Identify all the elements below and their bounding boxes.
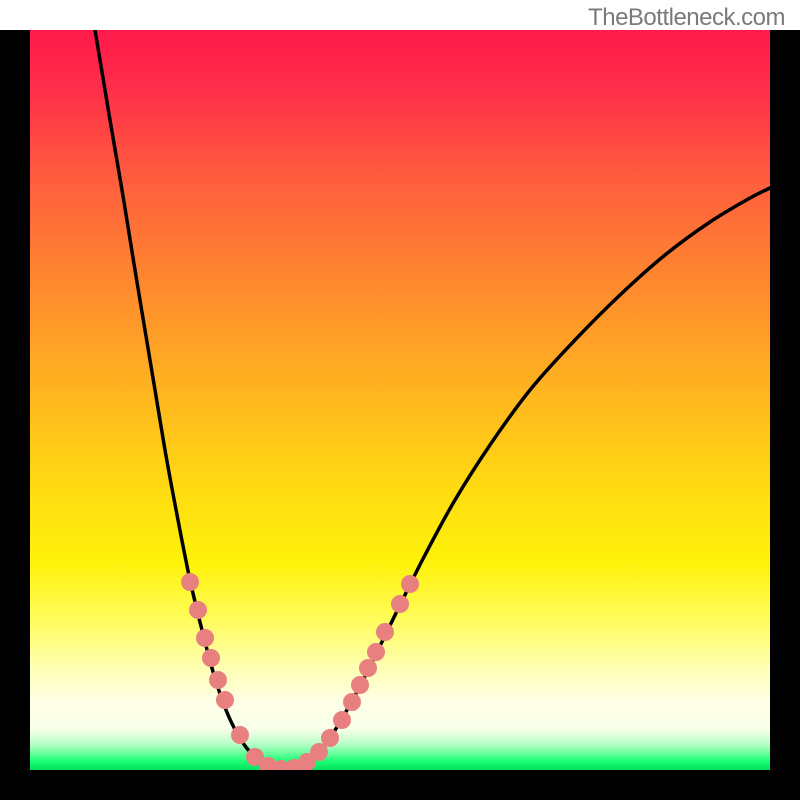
data-marker xyxy=(351,676,369,694)
data-marker xyxy=(196,629,214,647)
data-marker xyxy=(181,573,199,591)
watermark-text: TheBottleneck.com xyxy=(588,4,785,32)
data-marker xyxy=(343,693,361,711)
data-marker xyxy=(216,691,234,709)
frame-right xyxy=(770,30,800,800)
data-marker xyxy=(209,671,227,689)
data-marker xyxy=(359,659,377,677)
data-marker xyxy=(202,649,220,667)
data-marker xyxy=(401,575,419,593)
data-marker xyxy=(189,601,207,619)
data-marker xyxy=(231,726,249,744)
data-marker xyxy=(391,595,409,613)
data-marker xyxy=(333,711,351,729)
data-marker xyxy=(376,623,394,641)
data-marker xyxy=(310,743,328,761)
data-marker xyxy=(321,729,339,747)
frame-left xyxy=(0,30,30,800)
data-marker xyxy=(367,643,385,661)
frame-bottom xyxy=(0,770,800,800)
gradient-background xyxy=(30,30,770,770)
chart-svg xyxy=(0,0,800,800)
chart-container: TheBottleneck.com xyxy=(0,0,800,800)
